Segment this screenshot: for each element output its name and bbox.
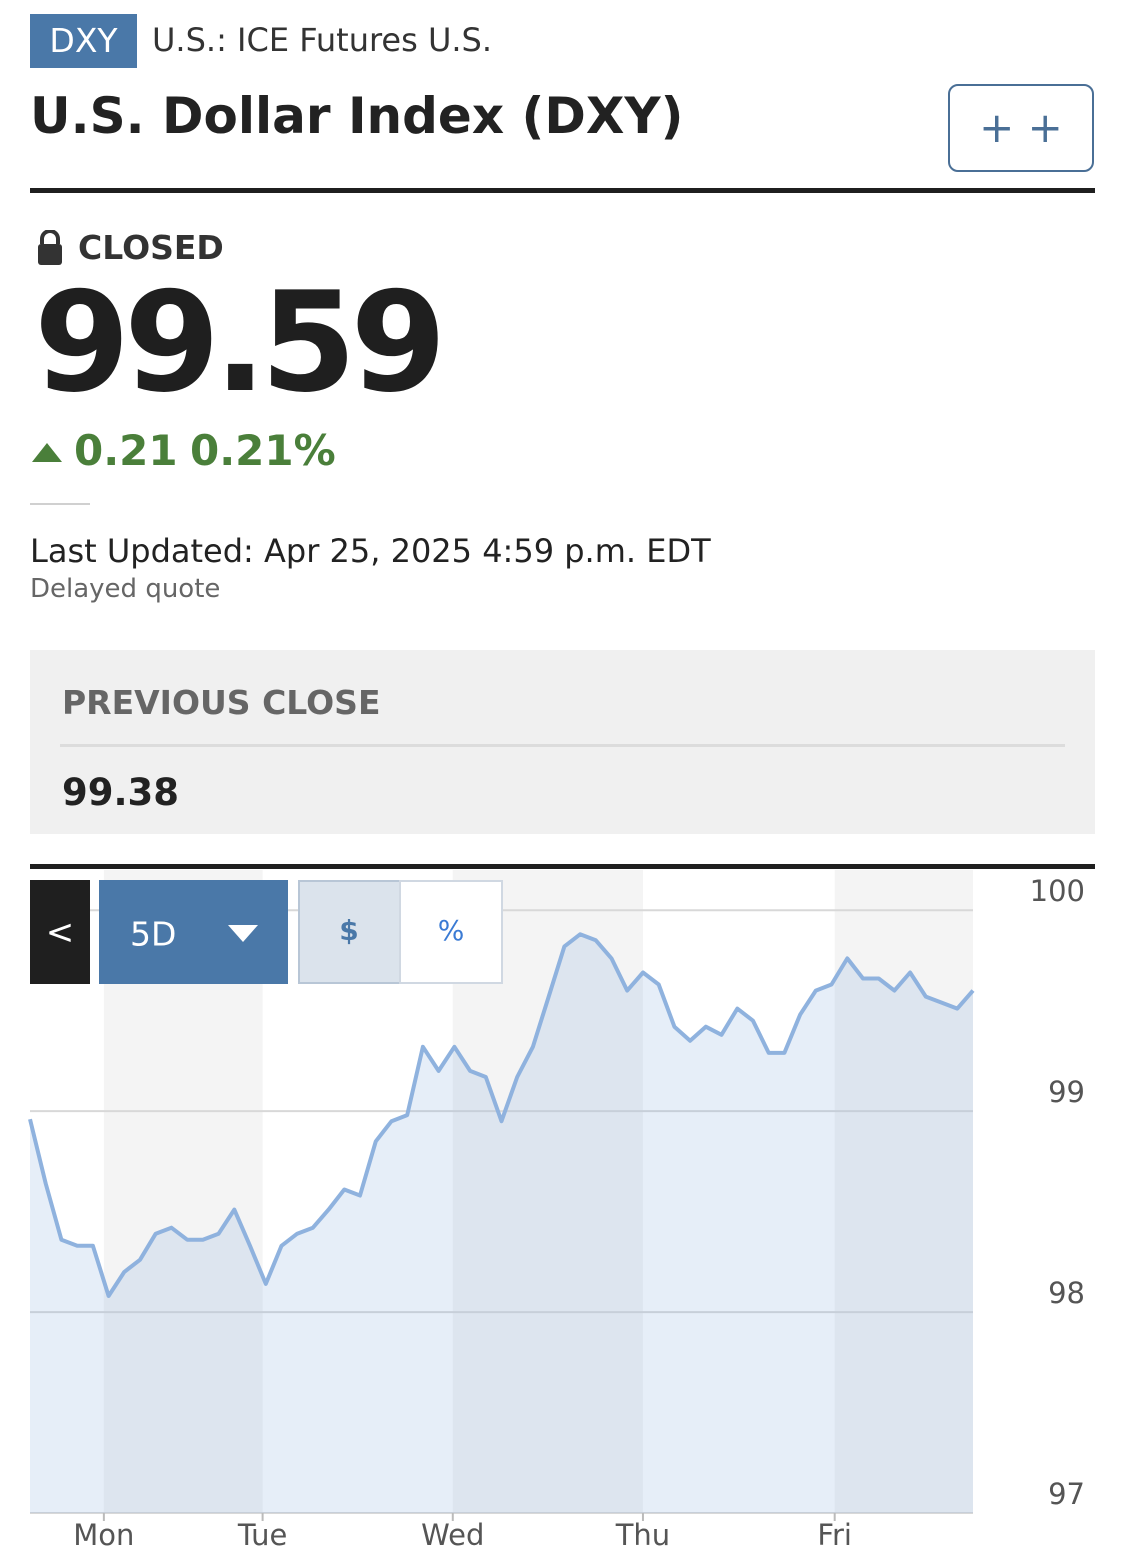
y-tick-label: 97 (1048, 1477, 1085, 1511)
change-percent: 0.21% (190, 426, 336, 475)
range-label[interactable]: 5D (130, 915, 176, 954)
market-status: CLOSED (78, 228, 224, 267)
x-tick-label: Fri (817, 1518, 852, 1551)
separator (30, 503, 90, 505)
watchlist-button[interactable]: + + (948, 84, 1094, 172)
previous-close-label: PREVIOUS CLOSE (62, 683, 381, 722)
currency-toggle[interactable] (298, 880, 401, 984)
area (30, 934, 973, 1513)
dropdown-arrow (228, 925, 258, 942)
currency-toggle-label[interactable]: $ (339, 914, 358, 947)
divider (30, 864, 1095, 869)
x-tick-label: Tue (237, 1518, 288, 1551)
separator (60, 744, 1065, 747)
x-tick-label: Wed (421, 1518, 484, 1551)
previous-close-box (30, 650, 1095, 834)
exchange: U.S.: ICE Futures U.S. (152, 21, 493, 59)
lock-icon (38, 230, 62, 265)
previous-close-value: 99.38 (62, 771, 180, 814)
percent-toggle-label[interactable]: % (438, 914, 465, 947)
last-updated: Last Updated: Apr 25, 2025 4:59 p.m. EDT (30, 532, 711, 570)
y-tick-label: 98 (1048, 1276, 1085, 1310)
back-button-label[interactable]: < (46, 913, 75, 953)
divider (30, 188, 1095, 193)
price-line (28, 932, 975, 1298)
x-tick-label: Mon (73, 1518, 134, 1551)
title: U.S. Dollar Index (DXY) (30, 87, 684, 145)
change: 0.21 (74, 426, 178, 475)
y-tick-label: 99 (1048, 1075, 1085, 1109)
back-button[interactable] (30, 880, 90, 984)
up-arrow (32, 443, 62, 462)
symbol-badge: DXY (30, 14, 137, 68)
y-tick-label: 100 (1030, 874, 1085, 908)
delay-note: Delayed quote (30, 574, 221, 604)
price: 99.59 (34, 262, 447, 423)
percent-toggle[interactable] (399, 880, 503, 984)
x-tick-label: Thu (615, 1518, 670, 1551)
range-dropdown[interactable] (99, 880, 288, 984)
